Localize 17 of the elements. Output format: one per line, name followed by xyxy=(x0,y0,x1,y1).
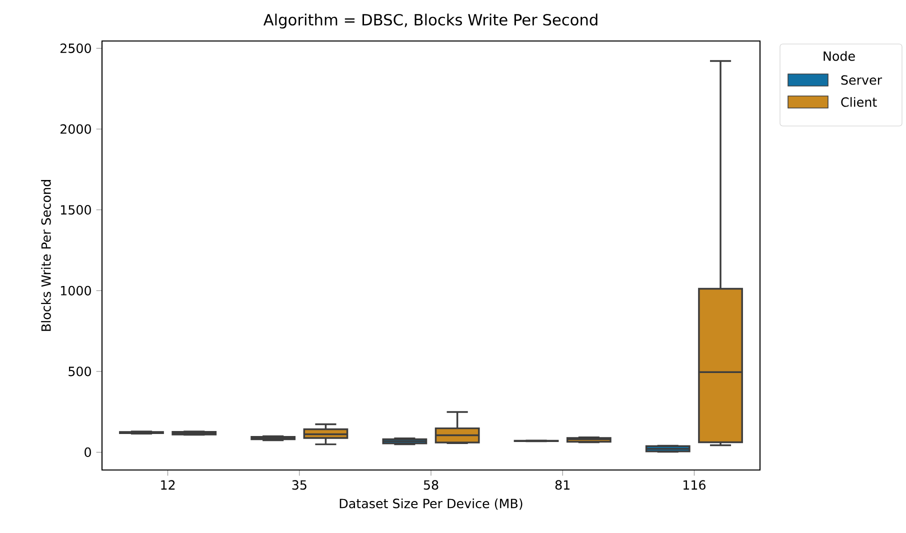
chart-title: Algorithm = DBSC, Blocks Write Per Second xyxy=(263,14,598,28)
y-tick-label: 2500 xyxy=(60,43,91,54)
y-tick-label: 500 xyxy=(68,366,91,376)
x-axis-title: Dataset Size Per Device (MB) xyxy=(340,498,522,510)
y-tick-label: 0 xyxy=(84,447,91,458)
y-tick-label: 2000 xyxy=(60,124,91,134)
y-tick-label: 1500 xyxy=(60,205,91,215)
legend-title: Node xyxy=(824,51,855,61)
x-tick-label: 35 xyxy=(292,480,306,490)
x-tick-label: 81 xyxy=(555,480,570,490)
legend-label: Server xyxy=(841,75,882,85)
x-tick-label: 12 xyxy=(161,480,175,490)
legend-label: Client xyxy=(841,97,877,107)
y-axis-title: Blocks Write Per Second xyxy=(41,180,51,331)
y-tick-label: 1000 xyxy=(60,286,91,296)
x-tick-label: 58 xyxy=(424,480,438,490)
x-tick-label: 116 xyxy=(684,480,706,490)
